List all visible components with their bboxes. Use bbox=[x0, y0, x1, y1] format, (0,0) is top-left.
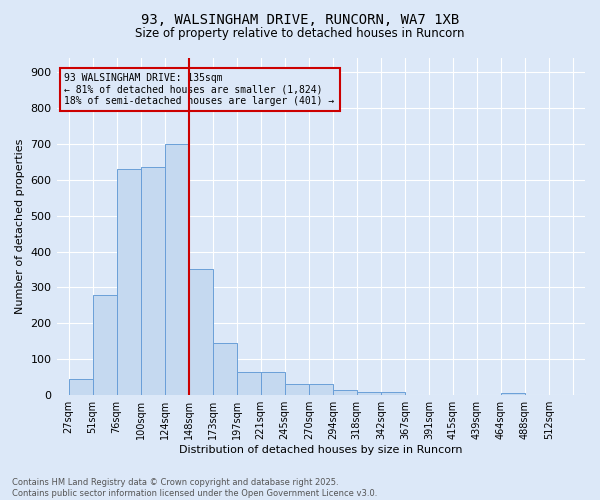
Bar bbox=[164, 144, 188, 395]
Bar bbox=[116, 169, 140, 395]
Bar bbox=[357, 392, 381, 395]
Bar bbox=[285, 384, 309, 395]
Bar bbox=[333, 390, 357, 395]
Bar bbox=[68, 380, 92, 395]
Bar bbox=[309, 384, 333, 395]
Bar bbox=[236, 372, 261, 395]
Bar bbox=[140, 167, 164, 395]
Text: 93, WALSINGHAM DRIVE, RUNCORN, WA7 1XB: 93, WALSINGHAM DRIVE, RUNCORN, WA7 1XB bbox=[141, 12, 459, 26]
X-axis label: Distribution of detached houses by size in Runcorn: Distribution of detached houses by size … bbox=[179, 445, 463, 455]
Bar bbox=[212, 343, 236, 395]
Text: Contains HM Land Registry data © Crown copyright and database right 2025.
Contai: Contains HM Land Registry data © Crown c… bbox=[12, 478, 377, 498]
Bar bbox=[501, 394, 525, 395]
Text: Size of property relative to detached houses in Runcorn: Size of property relative to detached ho… bbox=[135, 28, 465, 40]
Bar bbox=[381, 392, 405, 395]
Bar bbox=[261, 372, 285, 395]
Y-axis label: Number of detached properties: Number of detached properties bbox=[15, 138, 25, 314]
Text: 93 WALSINGHAM DRIVE: 135sqm
← 81% of detached houses are smaller (1,824)
18% of : 93 WALSINGHAM DRIVE: 135sqm ← 81% of det… bbox=[64, 72, 335, 106]
Bar bbox=[188, 270, 212, 395]
Bar bbox=[92, 294, 116, 395]
